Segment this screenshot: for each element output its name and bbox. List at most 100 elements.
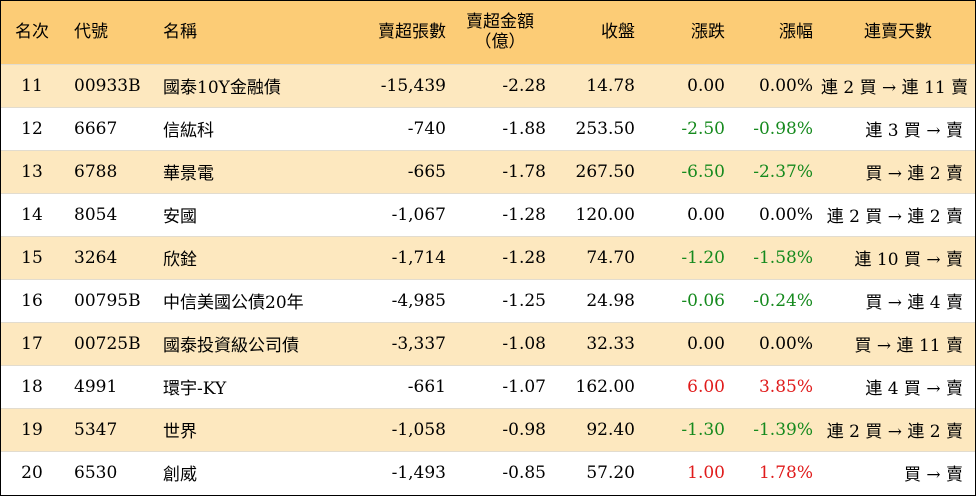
header-sell-streak: 連賣天數	[864, 22, 932, 43]
cell-net-sell-amount: -1.28	[502, 247, 546, 268]
header-net-sell-amount-unit: （億）	[474, 32, 526, 53]
cell-name: 信紘科	[163, 121, 214, 141]
cell-net-sell-volume: -661	[407, 376, 446, 397]
cell-net-sell-volume: -1,714	[391, 247, 446, 268]
cell-percent: 0.00%	[758, 204, 813, 225]
cell-net-sell-amount: -1.25	[502, 290, 546, 311]
cell-change: 6.00	[687, 376, 725, 397]
table-row: 12 6667 信紘科 -740 -1.88 253.50 -2.50 -0.9…	[1, 107, 975, 150]
cell-change: 0.00	[687, 75, 725, 96]
cell-rank: 15	[21, 247, 43, 268]
cell-change: -0.06	[681, 290, 725, 311]
cell-name: 華景電	[163, 164, 214, 184]
cell-rank: 11	[21, 75, 43, 96]
cell-net-sell-amount: -0.98	[502, 419, 546, 440]
cell-sell-streak: 連 2 買 → 連 2 賣	[826, 422, 963, 442]
cell-code: 3264	[74, 247, 118, 268]
cell-sell-streak: 連 2 買 → 連 2 賣	[826, 207, 963, 227]
cell-close: 162.00	[575, 376, 635, 397]
table-row: 20 6530 創威 -1,493 -0.85 57.20 1.00 1.78%…	[1, 451, 975, 494]
cell-rank: 13	[21, 161, 43, 182]
cell-net-sell-amount: -1.08	[502, 333, 546, 354]
table-row: 15 3264 欣銓 -1,714 -1.28 74.70 -1.20 -1.5…	[1, 236, 975, 279]
cell-name: 中信美國公債20年	[163, 293, 304, 313]
cell-rank: 20	[21, 462, 43, 483]
cell-percent: -1.58%	[753, 247, 813, 268]
cell-name: 國泰10Y金融債	[163, 78, 281, 98]
cell-net-sell-volume: -1,058	[391, 419, 446, 440]
cell-net-sell-volume: -1,067	[391, 204, 446, 225]
cell-name: 環宇-KY	[163, 379, 227, 399]
cell-percent: 1.78%	[758, 462, 813, 483]
cell-close: 74.70	[586, 247, 635, 268]
cell-close: 32.33	[586, 333, 635, 354]
cell-code: 6667	[74, 118, 118, 139]
header-net-sell-amount: 賣超金額 （億）	[454, 1, 554, 64]
cell-net-sell-amount: -2.28	[502, 75, 546, 96]
cell-sell-streak: 買 → 連 11 賣	[854, 336, 964, 356]
header-percent: 漲幅	[779, 22, 813, 43]
table-row: 18 4991 環宇-KY -661 -1.07 162.00 6.00 3.8…	[1, 365, 975, 408]
cell-change: -1.30	[681, 419, 725, 440]
cell-code: 00725B	[74, 333, 141, 354]
cell-name: 欣銓	[163, 250, 197, 270]
header-code: 代號	[74, 22, 108, 43]
cell-percent: -1.39%	[753, 419, 813, 440]
cell-name: 國泰投資級公司債	[163, 336, 299, 356]
cell-percent: -0.98%	[753, 118, 813, 139]
cell-net-sell-amount: -1.07	[502, 376, 546, 397]
cell-code: 4991	[74, 376, 118, 397]
cell-code: 6530	[74, 462, 118, 483]
cell-rank: 16	[21, 290, 43, 311]
cell-rank: 12	[21, 118, 43, 139]
cell-close: 24.98	[586, 290, 635, 311]
header-rank: 名次	[15, 22, 49, 43]
cell-close: 14.78	[586, 75, 635, 96]
table-body: 11 00933B 國泰10Y金融債 -15,439 -2.28 14.78 0…	[1, 64, 975, 494]
cell-percent: -2.37%	[753, 161, 813, 182]
cell-close: 92.40	[586, 419, 635, 440]
cell-sell-streak: 連 10 買 → 賣	[854, 250, 964, 270]
cell-net-sell-amount: -1.88	[502, 118, 546, 139]
cell-sell-streak: 買 → 連 4 賣	[865, 293, 963, 313]
cell-name: 安國	[163, 207, 197, 227]
table-row: 13 6788 華景電 -665 -1.78 267.50 -6.50 -2.3…	[1, 150, 975, 193]
table-row: 16 00795B 中信美國公債20年 -4,985 -1.25 24.98 -…	[1, 279, 975, 322]
cell-net-sell-volume: -665	[407, 161, 446, 182]
cell-rank: 14	[21, 204, 43, 225]
cell-code: 00933B	[74, 75, 141, 96]
cell-percent: 0.00%	[758, 333, 813, 354]
header-close: 收盤	[601, 22, 635, 43]
cell-change: 1.00	[687, 462, 725, 483]
cell-net-sell-amount: -0.85	[502, 462, 546, 483]
cell-close: 57.20	[586, 462, 635, 483]
cell-sell-streak: 買 → 賣	[903, 465, 963, 486]
cell-name: 創威	[163, 465, 197, 486]
header-net-sell-amount-line1: 賣超金額	[466, 12, 534, 33]
header-change: 漲跌	[691, 22, 725, 43]
cell-net-sell-volume: -740	[407, 118, 446, 139]
cell-change: 0.00	[687, 333, 725, 354]
cell-change: -6.50	[681, 161, 725, 182]
header-name: 名稱	[163, 22, 197, 43]
cell-code: 8054	[74, 204, 118, 225]
cell-percent: 0.00%	[758, 75, 813, 96]
cell-rank: 19	[21, 419, 43, 440]
cell-sell-streak: 買 → 連 2 賣	[865, 164, 963, 184]
cell-net-sell-amount: -1.78	[502, 161, 546, 182]
cell-close: 253.50	[575, 118, 635, 139]
cell-sell-streak: 連 2 買 → 連 11 賣	[821, 78, 969, 98]
table-row: 11 00933B 國泰10Y金融債 -15,439 -2.28 14.78 0…	[1, 64, 975, 107]
table-row: 19 5347 世界 -1,058 -0.98 92.40 -1.30 -1.3…	[1, 408, 975, 451]
cell-percent: -0.24%	[753, 290, 813, 311]
cell-close: 267.50	[575, 161, 635, 182]
cell-net-sell-amount: -1.28	[502, 204, 546, 225]
table-row: 14 8054 安國 -1,067 -1.28 120.00 0.00 0.00…	[1, 193, 975, 236]
table-header: 名次 代號 名稱 賣超張數 賣超金額 （億） 收盤 漲跌 漲幅 連賣天數	[1, 1, 975, 64]
cell-percent: 3.85%	[758, 376, 813, 397]
cell-rank: 17	[21, 333, 43, 354]
header-net-sell-volume: 賣超張數	[378, 22, 446, 43]
cell-code: 5347	[74, 419, 118, 440]
cell-sell-streak: 連 3 買 → 賣	[865, 121, 963, 141]
